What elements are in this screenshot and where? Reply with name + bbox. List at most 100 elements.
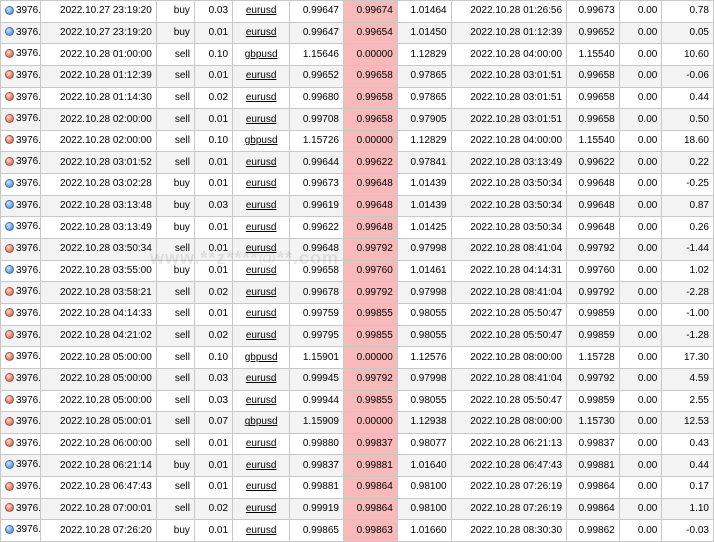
- order-id: 3976...: [16, 373, 41, 384]
- close-price: 0.99864: [567, 498, 620, 520]
- table-row[interactable]: 3976...2022.10.28 04:14:33sell0.01eurusd…: [1, 303, 714, 325]
- table-row[interactable]: 3976...2022.10.28 05:00:00sell0.10gbpusd…: [1, 347, 714, 369]
- open-time: 2022.10.28 06:00:00: [41, 433, 156, 455]
- open-price: 0.99837: [290, 455, 344, 477]
- sell-icon: [5, 157, 14, 166]
- order-type: buy: [156, 174, 194, 196]
- table-row[interactable]: 3976...2022.10.28 05:00:00sell0.03eurusd…: [1, 368, 714, 390]
- volume: 0.01: [194, 303, 232, 325]
- order-id: 3976...: [16, 265, 41, 276]
- table-row[interactable]: 3976...2022.10.28 03:55:00buy0.01eurusd0…: [1, 260, 714, 282]
- take-profit: 0.98055: [397, 303, 451, 325]
- profit: 18.60: [662, 130, 714, 152]
- open-time: 2022.10.28 01:14:30: [41, 87, 156, 109]
- take-profit: 1.12576: [397, 347, 451, 369]
- commission: 0.00: [619, 368, 662, 390]
- table-row[interactable]: 3976...2022.10.28 03:50:34sell0.01eurusd…: [1, 239, 714, 261]
- close-time: 2022.10.28 04:14:31: [451, 260, 566, 282]
- open-price: 0.99880: [290, 433, 344, 455]
- buy-icon: [5, 265, 14, 274]
- table-row[interactable]: 3976...2022.10.28 04:21:02sell0.02eurusd…: [1, 325, 714, 347]
- table-row[interactable]: 3976...2022.10.28 01:00:00sell0.10gbpusd…: [1, 44, 714, 66]
- volume: 0.01: [194, 152, 232, 174]
- stop-loss: 0.99855: [344, 303, 398, 325]
- table-row[interactable]: 3976...2022.10.27 23:19:20buy0.03eurusd0…: [1, 1, 714, 23]
- order-id: 3976...: [16, 524, 41, 535]
- sell-icon: [5, 438, 14, 447]
- buy-icon: [5, 27, 14, 36]
- commission: 0.00: [619, 22, 662, 44]
- symbol: gbpusd: [233, 412, 290, 434]
- close-time: 2022.10.28 01:26:56: [451, 1, 566, 23]
- close-price: 0.99648: [567, 174, 620, 196]
- table-row[interactable]: 3976...2022.10.28 03:01:52sell0.01eurusd…: [1, 152, 714, 174]
- buy-icon: [5, 200, 14, 209]
- table-row[interactable]: 3976...2022.10.28 06:21:14buy0.01eurusd0…: [1, 455, 714, 477]
- table-row[interactable]: 3976...2022.10.28 03:13:49buy0.01eurusd0…: [1, 217, 714, 239]
- sell-icon: [5, 308, 14, 317]
- stop-loss: 0.99837: [344, 433, 398, 455]
- table-row[interactable]: 3976...2022.10.28 03:02:28buy0.01eurusd0…: [1, 174, 714, 196]
- stop-loss: 0.99658: [344, 109, 398, 131]
- profit: 0.43: [662, 433, 714, 455]
- volume: 0.03: [194, 195, 232, 217]
- take-profit: 0.97998: [397, 282, 451, 304]
- table-row[interactable]: 3976...2022.10.27 23:19:20buy0.01eurusd0…: [1, 22, 714, 44]
- order-id: 3976...: [16, 308, 41, 319]
- stop-loss: 0.99658: [344, 87, 398, 109]
- stop-loss: 0.99863: [344, 520, 398, 542]
- commission: 0.00: [619, 282, 662, 304]
- take-profit: 0.98100: [397, 498, 451, 520]
- table-row[interactable]: 3976...2022.10.28 05:00:01sell0.07gbpusd…: [1, 412, 714, 434]
- table-row[interactable]: 3976...2022.10.28 02:00:00sell0.01eurusd…: [1, 109, 714, 131]
- table-row[interactable]: 3976...2022.10.28 01:12:39sell0.01eurusd…: [1, 65, 714, 87]
- volume: 0.03: [194, 368, 232, 390]
- open-price: 0.99673: [290, 174, 344, 196]
- table-row[interactable]: 3976...2022.10.28 07:00:01sell0.02eurusd…: [1, 498, 714, 520]
- take-profit: 0.98055: [397, 325, 451, 347]
- table-row[interactable]: 3976...2022.10.28 01:14:30sell0.02eurusd…: [1, 87, 714, 109]
- order-type: sell: [156, 477, 194, 499]
- symbol: eurusd: [233, 477, 290, 499]
- open-time: 2022.10.28 03:02:28: [41, 174, 156, 196]
- symbol: gbpusd: [233, 44, 290, 66]
- table-row[interactable]: 3976...2022.10.28 03:58:21sell0.02eurusd…: [1, 282, 714, 304]
- close-time: 2022.10.28 08:00:00: [451, 347, 566, 369]
- symbol: eurusd: [233, 498, 290, 520]
- open-price: 0.99647: [290, 1, 344, 23]
- order-type: buy: [156, 520, 194, 542]
- order-id: 3976...: [16, 416, 41, 427]
- profit: -2.28: [662, 282, 714, 304]
- table-row[interactable]: 3976...2022.10.28 03:13:48buy0.03eurusd0…: [1, 195, 714, 217]
- order-type: sell: [156, 65, 194, 87]
- close-price: 1.15540: [567, 130, 620, 152]
- sell-icon: [5, 395, 14, 404]
- open-price: 1.15646: [290, 44, 344, 66]
- sell-icon: [5, 135, 14, 144]
- open-price: 0.99648: [290, 239, 344, 261]
- table-row[interactable]: 3976...2022.10.28 02:00:00sell0.10gbpusd…: [1, 130, 714, 152]
- open-time: 2022.10.27 23:19:20: [41, 22, 156, 44]
- close-time: 2022.10.28 03:50:34: [451, 217, 566, 239]
- sell-icon: [5, 330, 14, 339]
- volume: 0.10: [194, 347, 232, 369]
- stop-loss: 0.99792: [344, 239, 398, 261]
- stop-loss: 0.99648: [344, 174, 398, 196]
- table-row[interactable]: 3976...2022.10.28 06:00:00sell0.01eurusd…: [1, 433, 714, 455]
- open-price: 0.99795: [290, 325, 344, 347]
- order-type: sell: [156, 368, 194, 390]
- table-row[interactable]: 3976...2022.10.28 06:47:43sell0.01eurusd…: [1, 477, 714, 499]
- close-time: 2022.10.28 08:41:04: [451, 368, 566, 390]
- open-price: 0.99622: [290, 217, 344, 239]
- commission: 0.00: [619, 412, 662, 434]
- stop-loss: 0.99648: [344, 195, 398, 217]
- table-row[interactable]: 3976...2022.10.28 07:26:20buy0.01eurusd0…: [1, 520, 714, 542]
- open-price: 0.99944: [290, 390, 344, 412]
- table-row[interactable]: 3976...2022.10.28 05:00:00sell0.03eurusd…: [1, 390, 714, 412]
- commission: 0.00: [619, 174, 662, 196]
- volume: 0.01: [194, 520, 232, 542]
- open-time: 2022.10.28 06:47:43: [41, 477, 156, 499]
- order-type: buy: [156, 1, 194, 23]
- order-id: 3976...: [16, 27, 41, 38]
- volume: 0.02: [194, 325, 232, 347]
